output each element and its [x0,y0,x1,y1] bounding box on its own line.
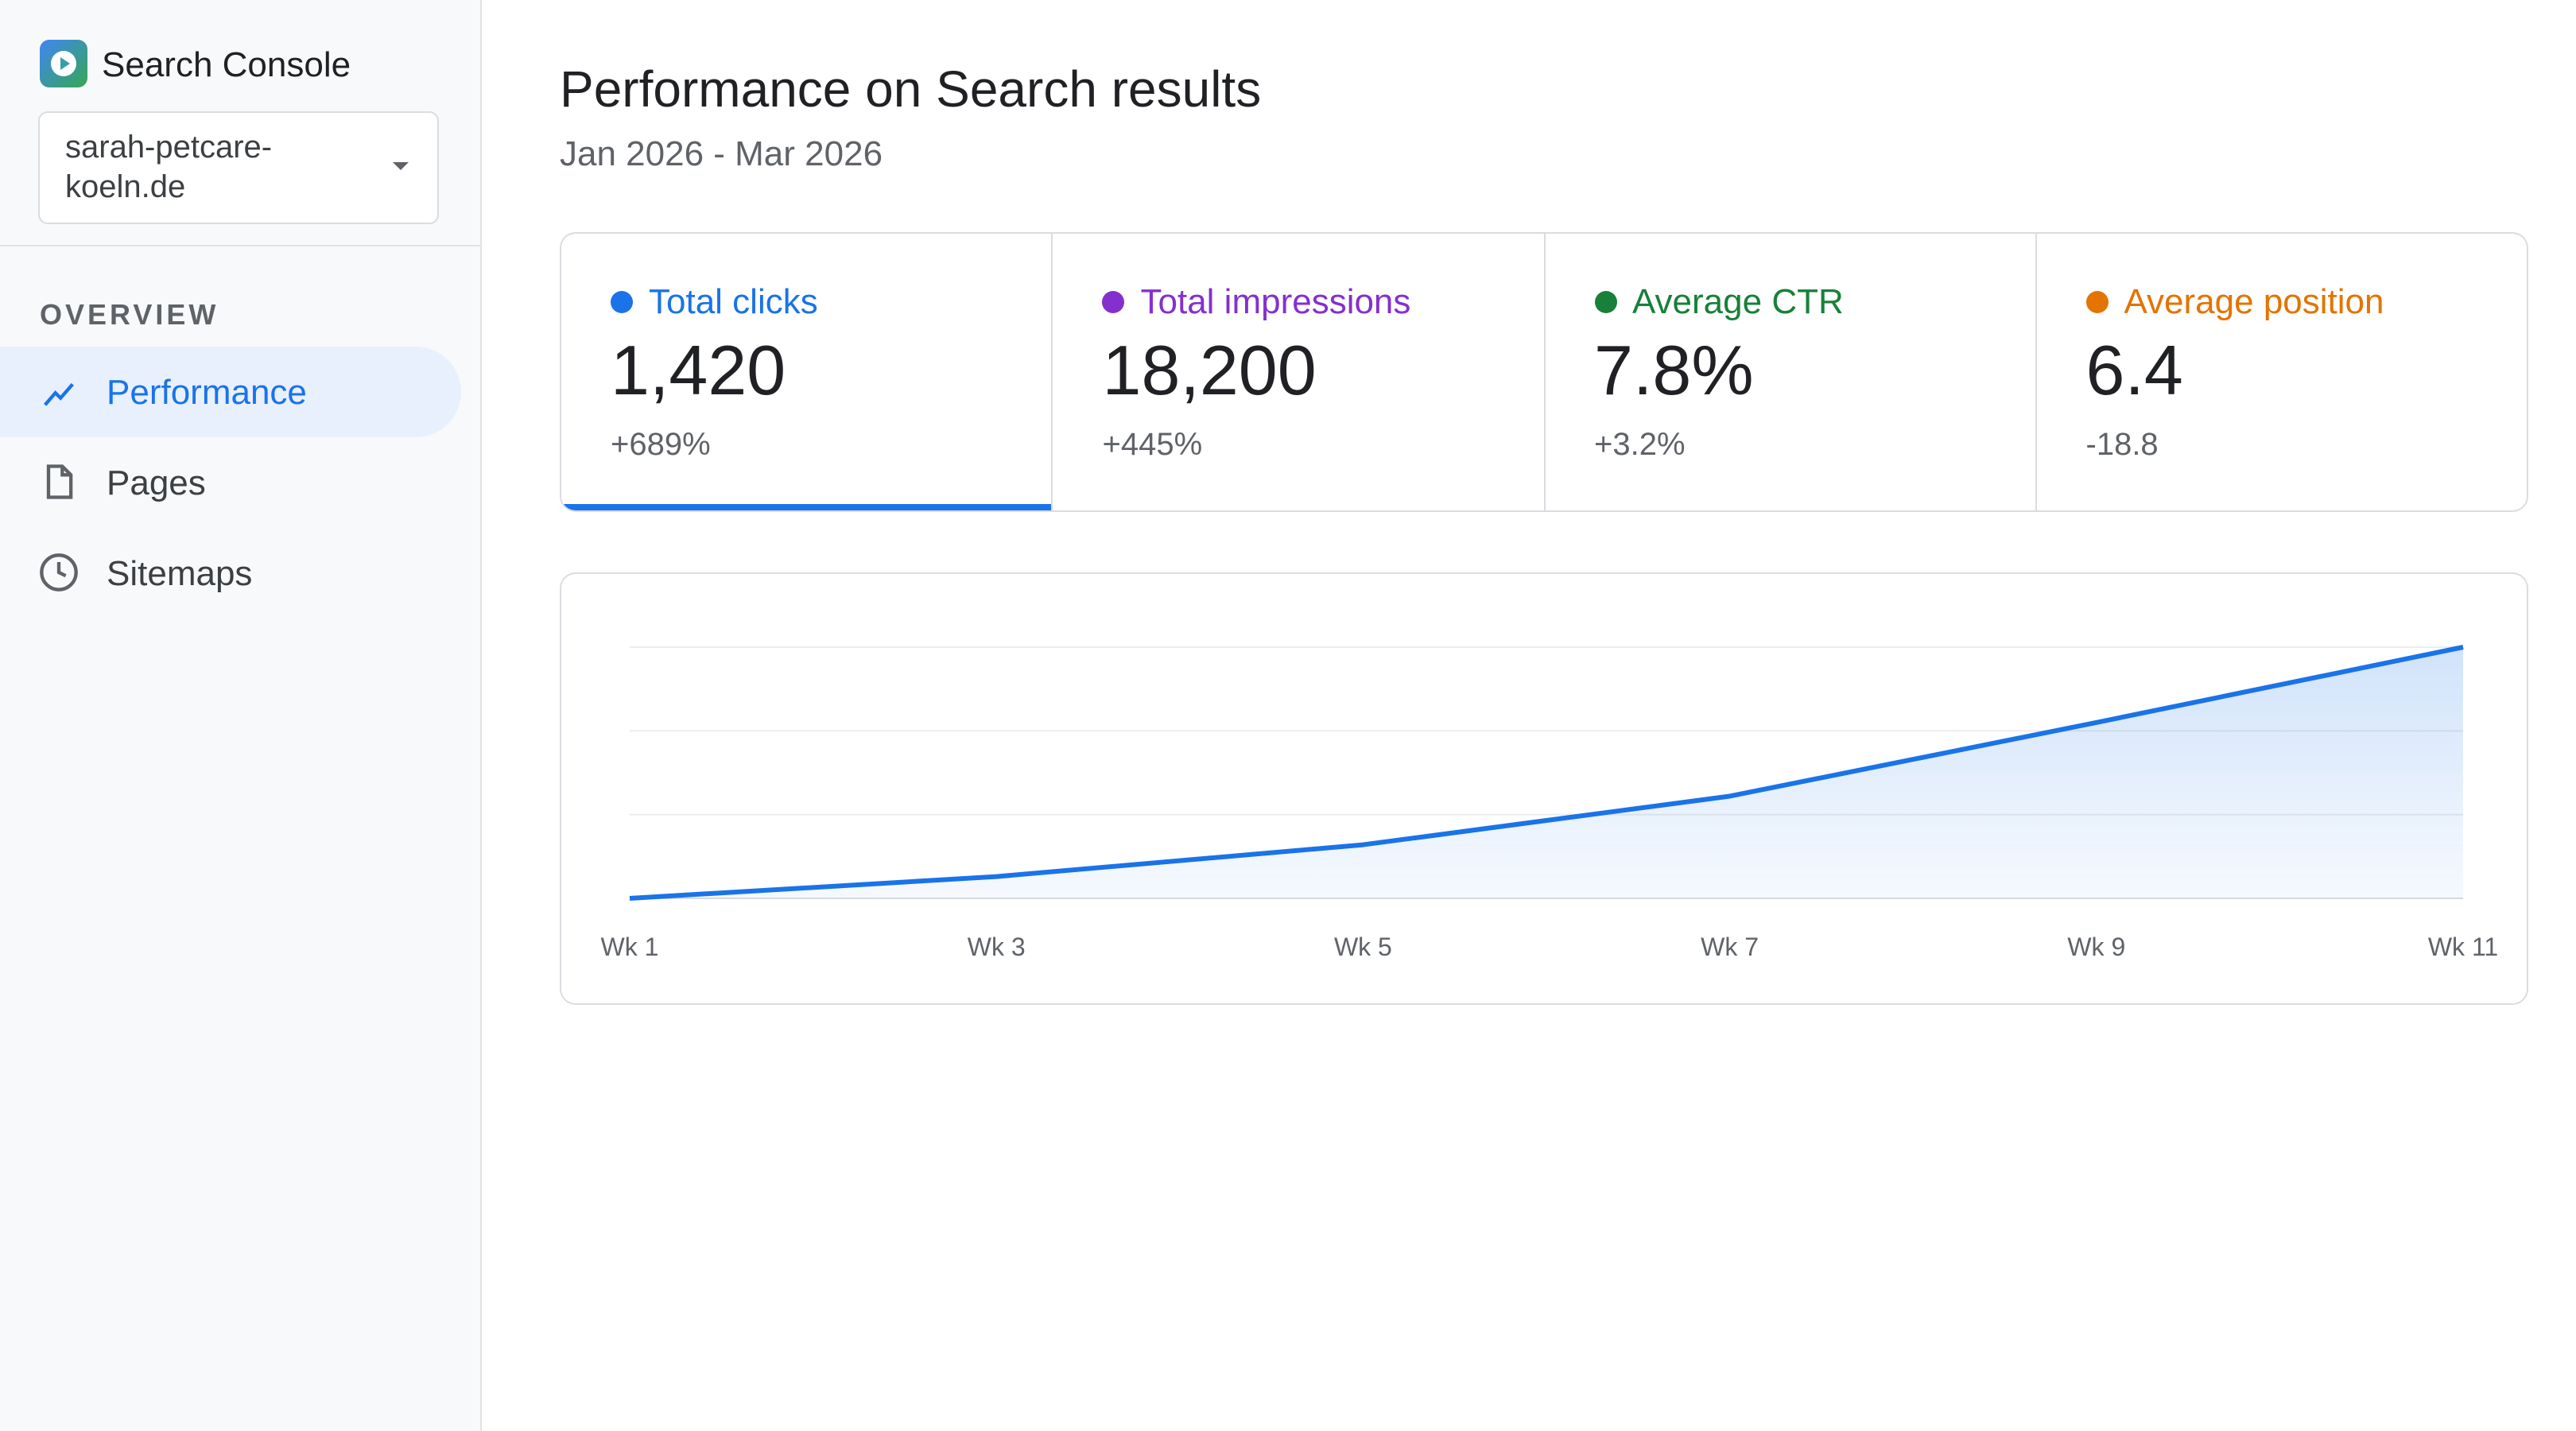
metric-dot [611,291,633,313]
metric-card[interactable]: Average CTR 7.8% +3.2% [1545,234,2037,510]
dropdown-arrow [393,162,409,170]
metric-label: Total clicks [649,281,818,321]
nav-label: Sitemaps [107,553,253,593]
nav-label: Pages [107,463,206,502]
nav-icon [46,464,73,499]
metric-change: +3.2% [1594,428,1686,463]
metric-label: Total impressions [1140,281,1411,321]
property-select[interactable]: sarah-petcare-koeln.de [38,111,439,224]
sidebar: Search Console sarah-petcare-koeln.de OV… [0,0,482,1431]
metric-change: +689% [611,428,711,463]
nav-icon [40,553,78,591]
x-tick-label: Wk 7 [1701,933,1759,961]
metric-cards: Total clicks 1,420 +689% Total impressions 1… [560,232,2528,512]
metric-card[interactable]: Total impressions 18,200 +445% [1053,234,1545,510]
app-name: Search Console [102,45,351,84]
metric-label: Average position [2124,281,2384,321]
section-label: OVERVIEW [40,299,219,331]
metric-label: Average CTR [1632,281,1844,321]
metric-value: 18,200 [1102,332,1317,410]
nav-label: Performance [107,372,307,412]
divider [0,245,480,246]
logo [40,40,87,87]
metric-value: 1,420 [611,332,786,410]
nav-item[interactable]: Performance [0,347,461,437]
logo-icon [51,51,76,76]
chart-card: Wk 1 Wk 3 Wk 5 Wk 7 Wk 9 Wk 11 [560,572,2528,1005]
x-tick-label: Wk 11 [2428,933,2498,961]
x-tick-label: Wk 5 [1334,933,1392,961]
property-name: sarah-petcare-koeln.de [65,130,273,205]
line [629,645,2464,901]
metric-value: 7.8% [1594,332,1754,410]
chart: Wk 1 Wk 3 Wk 5 Wk 7 Wk 9 Wk 11 [601,645,2498,961]
metric-change: -18.8 [2085,428,2159,463]
metric-card[interactable]: Average position 6.4 -18.8 [2037,234,2528,510]
nav-icon [44,382,74,406]
nav-item[interactable]: Sitemaps [0,528,461,619]
metric-dot [1594,291,1616,313]
area [630,647,2463,898]
metric-value: 6.4 [2085,332,2183,410]
date-range: Jan 2026 - Mar 2026 [560,134,883,173]
metric-dot [1102,291,1125,313]
metric-change: +445% [1102,428,1203,463]
x-tick-label: Wk 9 [2067,933,2125,961]
metric-dot [2085,291,2109,313]
page-title: Performance on Search results [560,60,1262,118]
selected-indicator [561,504,1052,510]
metric-card[interactable]: Total clicks 1,420 +689% [561,234,1053,510]
x-tick-label: Wk 3 [968,933,1026,961]
nav-item[interactable]: Pages [0,437,461,528]
x-tick-label: Wk 1 [601,933,659,961]
